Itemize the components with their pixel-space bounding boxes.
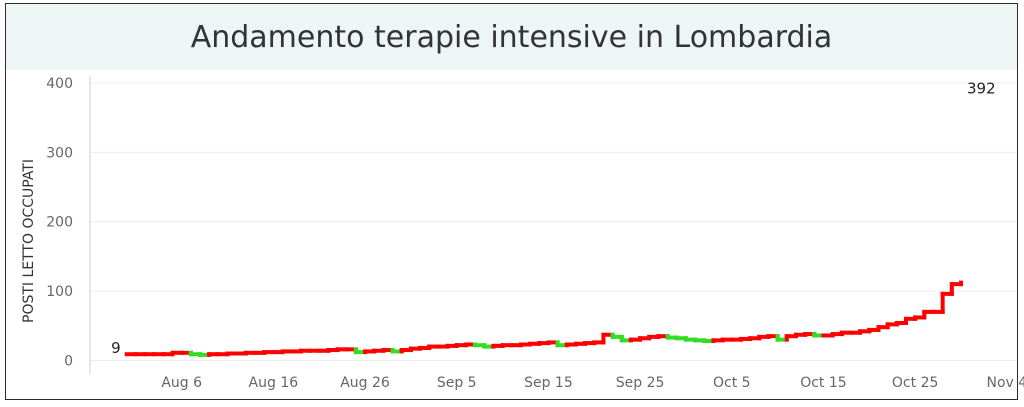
x-tick-label: Sep 5 [437,375,477,391]
labels: 0 100 200 300 400 Aug 6 Aug 16 Aug 26 Sep 5 Sep 1… [21,76,1024,391]
x-tick-label: Oct 25 [892,375,938,391]
x-tick-label: Aug 26 [340,375,390,391]
gridlines [90,82,1016,361]
chart-frame: Andamento terapie intensive in Lombardia [5,3,1018,400]
x-tick-label: Aug 6 [161,375,202,391]
y-tick-label: 300 [46,145,73,161]
x-tick-label: Sep 15 [524,375,573,391]
series-line [124,280,963,357]
x-tick-label: Nov 4 [986,375,1024,391]
x-tick-label: Sep 25 [616,375,665,391]
y-tick-label: 100 [46,284,73,300]
data-label: 392 [967,79,996,97]
x-tick-label: Oct 5 [713,375,751,391]
data-label: 9 [111,339,121,357]
x-tick-label: Oct 15 [800,375,846,391]
title-bar: Andamento terapie intensive in Lombardia [6,4,1017,70]
y-tick-label: 0 [64,353,73,369]
y-tick-label: 400 [46,76,73,92]
y-tick-label: 200 [46,215,73,231]
x-tick-label: Aug 16 [249,375,299,391]
chart-title: Andamento terapie intensive in Lombardia [190,19,833,55]
y-axis-title: POSTI LETTO OCCUPATI [21,159,37,323]
